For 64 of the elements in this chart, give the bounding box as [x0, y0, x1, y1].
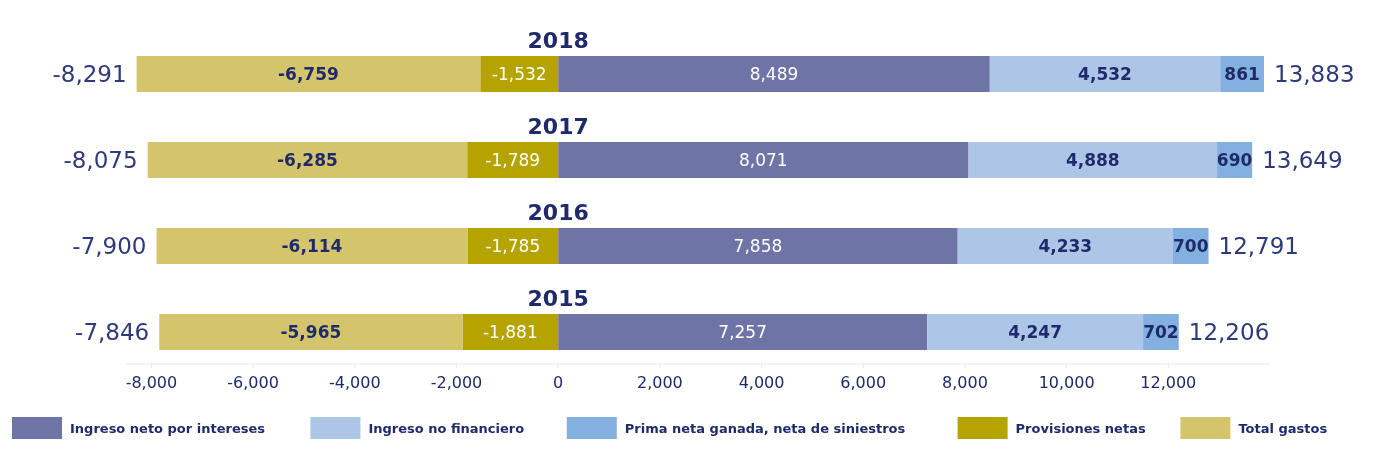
bar	[462, 314, 559, 350]
data-label: -6,114	[281, 235, 343, 256]
x-tick-label: -6,000	[227, 372, 279, 392]
bar	[558, 56, 990, 92]
data-label: -1,785	[485, 235, 541, 256]
data-label: 4,233	[1038, 235, 1093, 256]
annotation: 13,883	[1274, 61, 1355, 88]
data-label: -1,532	[491, 63, 547, 84]
data-label: 4,247	[1008, 321, 1063, 342]
bar	[927, 314, 1144, 350]
data-label: 690	[1216, 149, 1253, 170]
annotation: 12,206	[1188, 319, 1270, 346]
data-label: -6,759	[278, 63, 339, 84]
bar	[159, 314, 463, 350]
bar	[480, 56, 559, 92]
data-label: -1,789	[485, 149, 541, 170]
x-tick-label: -2,000	[430, 372, 483, 392]
bar	[136, 56, 481, 92]
data-label: 4,888	[1065, 149, 1120, 170]
x-tick-label: 8,000	[942, 372, 988, 392]
legend-label: Ingreso no financiero	[368, 420, 525, 436]
data-label: 4,532	[1078, 63, 1132, 84]
legend-label: Total gastos	[1238, 420, 1328, 436]
annotation: -7,846	[75, 319, 150, 346]
bar	[467, 228, 559, 264]
y-tick-label: 2015	[527, 286, 589, 311]
bar	[968, 142, 1218, 178]
annotation: -8,075	[63, 147, 138, 174]
data-label: 7,257	[718, 321, 767, 342]
data-label: -1,881	[482, 321, 538, 342]
x-tick-label: 0	[553, 372, 564, 392]
bar	[558, 142, 969, 178]
data-label: 7,858	[733, 235, 783, 256]
data-label: -5,965	[280, 321, 342, 342]
x-tick-label: 10,000	[1038, 372, 1095, 392]
bar	[467, 142, 559, 178]
legend-label: Prima neta ganada, neta de siniestros	[624, 420, 906, 436]
y-tick-label: 2017	[527, 114, 589, 139]
annotation: -7,900	[72, 233, 147, 260]
legend-label: Ingreso neto por intereses	[70, 420, 266, 436]
data-label: 702	[1143, 321, 1179, 342]
data-label: -6,285	[277, 149, 338, 170]
data-label: 8,489	[749, 63, 799, 84]
data-label: 861	[1224, 63, 1260, 84]
bar	[957, 228, 1173, 264]
bar	[989, 56, 1221, 92]
bar	[156, 228, 468, 264]
annotation: -8,291	[52, 61, 127, 88]
bar	[558, 314, 928, 350]
x-tick-label: -4,000	[329, 372, 381, 392]
x-tick-label: 12,000	[1140, 372, 1197, 392]
bar	[558, 228, 958, 264]
bar	[147, 142, 468, 178]
data-label: 8,071	[739, 149, 788, 170]
x-tick-label: -8,000	[125, 372, 178, 392]
annotation: 12,791	[1218, 233, 1300, 260]
y-tick-label: 2018	[527, 28, 589, 53]
x-tick-label: 2,000	[636, 372, 683, 392]
x-tick-label: 4,000	[738, 372, 785, 392]
annotation: 13,649	[1262, 147, 1343, 174]
x-tick-label: 6,000	[840, 372, 887, 392]
data-label: 700	[1172, 235, 1209, 256]
legend-label: Provisiones netas	[1015, 420, 1146, 436]
y-tick-label: 2016	[527, 200, 589, 225]
